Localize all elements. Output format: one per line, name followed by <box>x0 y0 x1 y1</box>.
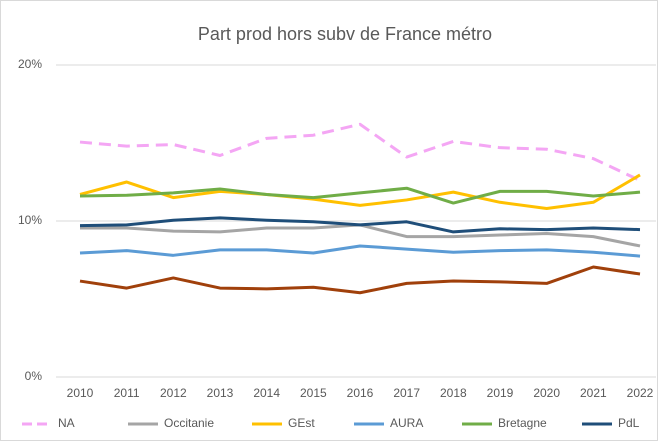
series-line <box>79 216 641 234</box>
y-tick-label: 0% <box>25 369 43 383</box>
x-tick-label: 2019 <box>487 386 514 400</box>
x-tick-label: 2018 <box>440 386 467 400</box>
x-tick-label: 2011 <box>114 386 140 400</box>
x-tick-label: 2014 <box>253 386 280 400</box>
legend-label: PdL <box>618 416 640 430</box>
x-tick-label: 2017 <box>393 386 420 400</box>
x-tick-label: 2012 <box>160 386 187 400</box>
legend-label: GEst <box>288 416 315 430</box>
legend-label: Occitanie <box>164 416 214 430</box>
series-line <box>79 265 641 295</box>
x-tick-label: 2016 <box>347 386 374 400</box>
x-tick-label: 2010 <box>67 386 94 400</box>
legend-label: NA <box>58 416 75 430</box>
legend-label: AURA <box>390 416 423 430</box>
series-line <box>79 122 641 182</box>
y-tick-label: 10% <box>18 213 42 227</box>
series-line <box>79 244 641 258</box>
chart-title: Part prod hors subv de France métro <box>198 24 492 44</box>
x-tick-label: 2021 <box>580 386 607 400</box>
x-tick-label: 2013 <box>207 386 234 400</box>
series-line <box>79 186 641 205</box>
x-tick-label: 2022 <box>627 386 654 400</box>
x-tick-label: 2020 <box>533 386 560 400</box>
y-tick-label: 20% <box>18 57 42 71</box>
series-line <box>79 173 641 211</box>
legend-label: Bretagne <box>498 416 547 430</box>
x-tick-label: 2015 <box>300 386 327 400</box>
